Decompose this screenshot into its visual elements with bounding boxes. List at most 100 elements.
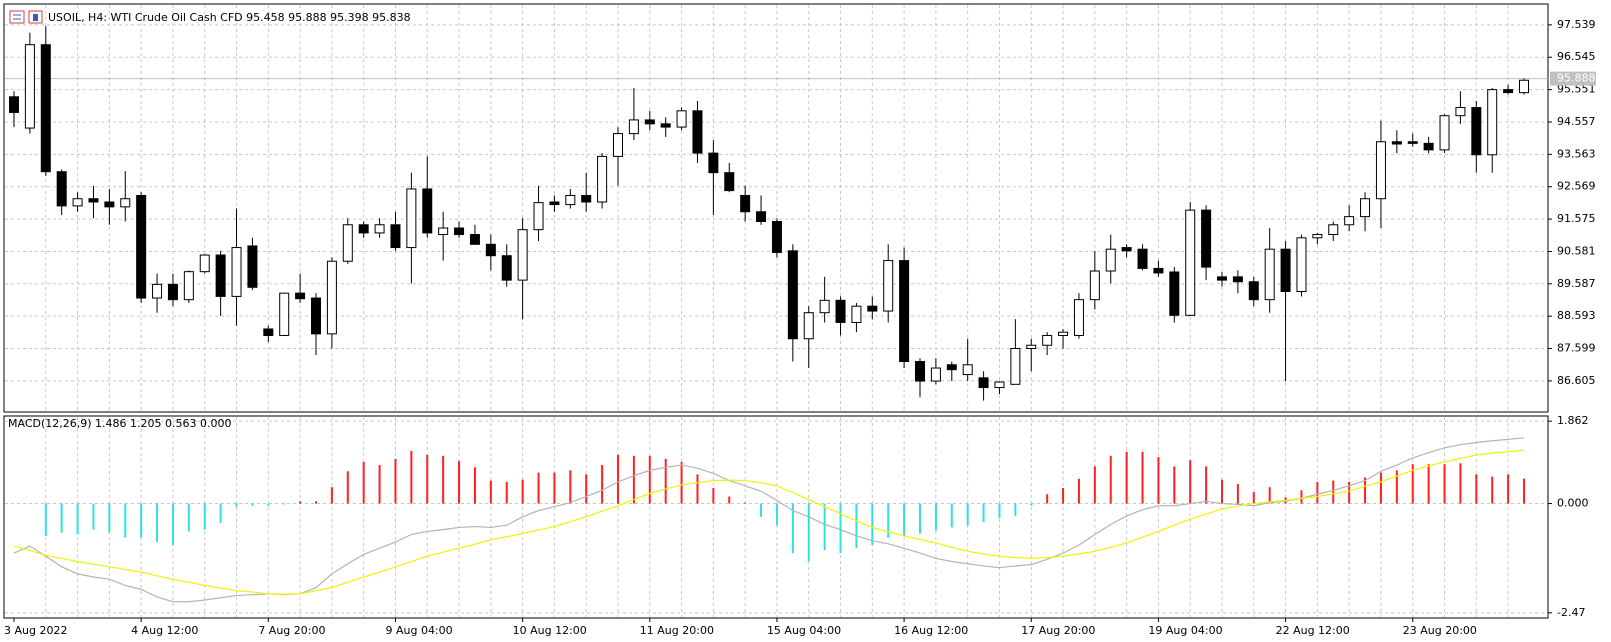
candle-body (549, 201, 560, 206)
histogram-bar (553, 472, 556, 504)
candle-body (946, 364, 957, 371)
candle-body (1137, 248, 1148, 269)
y-tick-label: 97.539 (1557, 18, 1596, 31)
candle-body (597, 155, 608, 203)
histogram-bar (410, 450, 413, 504)
candle-body (1423, 142, 1434, 151)
histogram-bar (283, 503, 286, 505)
histogram-bar (1300, 490, 1303, 504)
histogram-bar (203, 503, 206, 530)
histogram-bar (601, 465, 604, 504)
histogram-bar (680, 461, 683, 504)
histogram-bar (1093, 466, 1096, 504)
histogram-bar (108, 503, 111, 533)
histogram-bar (696, 474, 699, 504)
histogram-bar (982, 503, 985, 523)
current-price-label: 95.888 (1557, 72, 1596, 85)
candle-body (740, 194, 751, 213)
y-tick-label: 90.581 (1557, 244, 1596, 257)
histogram-bar (791, 503, 794, 554)
x-tick-label: 15 Aug 04:00 (767, 624, 841, 637)
candle-body (692, 110, 703, 154)
candle-body (167, 283, 178, 301)
candle-body (915, 361, 925, 382)
candle-body (724, 172, 735, 192)
candle-body (1153, 267, 1164, 274)
histogram-bar (1046, 494, 1049, 504)
candle-body (962, 364, 973, 376)
histogram-bar (1427, 464, 1430, 504)
candle-body (1360, 198, 1371, 218)
candle-body (1471, 107, 1482, 156)
candle-body (1503, 89, 1514, 94)
histogram-bar (442, 455, 445, 504)
histogram-bar (537, 472, 540, 504)
candle-body (994, 381, 1005, 389)
y-tick-label: 92.569 (1557, 180, 1596, 193)
indicator-line (13, 449, 1525, 595)
candle-body (1185, 209, 1196, 316)
histogram-bar (1411, 464, 1414, 504)
candle-body (1280, 248, 1291, 293)
histogram-bar (839, 503, 842, 554)
candle-body (469, 234, 480, 245)
histogram-bar (1062, 488, 1065, 504)
histogram-bar (299, 501, 302, 504)
candle-body (136, 194, 147, 299)
histogram-bar (1332, 480, 1335, 504)
candle-body (24, 44, 35, 129)
histogram-bar (775, 503, 778, 526)
histogram-bar (760, 503, 763, 517)
histogram-bar (458, 461, 461, 504)
candle-body (501, 255, 512, 281)
histogram-bar (251, 503, 254, 506)
histogram-bar (934, 503, 937, 531)
y-tick-label: 1.862 (1557, 414, 1589, 427)
candle-body (867, 305, 878, 312)
candle-body (899, 260, 910, 363)
histogram-bar (505, 481, 508, 504)
histogram-bar (219, 503, 222, 524)
x-tick-label: 11 Aug 20:00 (640, 624, 714, 637)
candle-body (342, 224, 353, 262)
histogram-bar (473, 467, 476, 504)
histogram-bar (1157, 457, 1160, 504)
histogram-bar (903, 503, 906, 536)
candle-body (56, 171, 67, 207)
histogram-bar (1316, 481, 1319, 504)
histogram-bar (426, 454, 429, 504)
candle-body (1519, 79, 1529, 94)
candle-body (1232, 276, 1243, 283)
histogram-bar (966, 503, 969, 526)
candle-body (1407, 141, 1418, 144)
macd-panel-border (3, 415, 1549, 619)
histogram-bar (1459, 463, 1462, 504)
candle-body (1375, 141, 1386, 200)
x-tick-label: 23 Aug 20:00 (1403, 624, 1477, 637)
candle-body (1026, 344, 1037, 350)
histogram-bar (1205, 466, 1208, 504)
histogram-bar (648, 455, 651, 504)
candle-body (485, 243, 496, 257)
x-tick-label: 19 Aug 04:00 (1148, 624, 1222, 637)
x-tick-label: 4 Aug 12:00 (131, 624, 198, 637)
candle-body (1217, 276, 1227, 281)
histogram-bar (124, 503, 127, 538)
histogram-bar (92, 503, 95, 530)
current-price-box (1550, 71, 1596, 86)
main-panel-border (3, 3, 1549, 413)
histogram-bar (378, 465, 381, 504)
histogram-bar (998, 503, 1001, 519)
candle-body (311, 297, 321, 335)
candle-body (644, 119, 655, 125)
histogram-bar (521, 479, 524, 504)
histogram-bar (1030, 503, 1033, 506)
candle-body (803, 312, 814, 340)
candle-body (88, 198, 99, 203)
histogram-bar (887, 503, 890, 538)
histogram-bar (1395, 470, 1398, 504)
candle-body (565, 194, 576, 206)
histogram-bar (1443, 464, 1446, 504)
histogram-bar (855, 503, 858, 549)
